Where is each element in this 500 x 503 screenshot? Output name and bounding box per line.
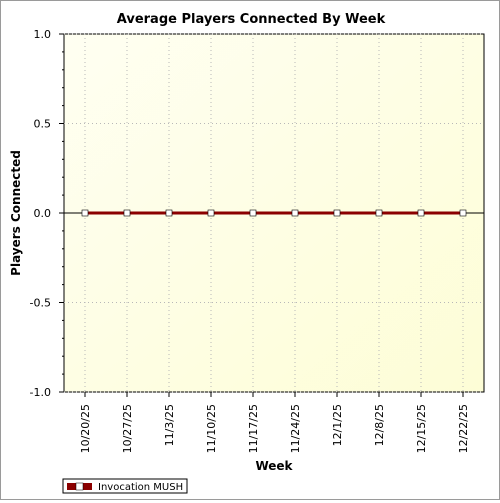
axes: 1.0 0.5 0.0 -0.5 -1.0 10/20/25 10/27/25 11/3/25…: [30, 28, 470, 453]
y-tick-label: 0.5: [34, 118, 52, 131]
data-point: [123, 209, 131, 217]
data-point: [417, 209, 425, 217]
x-tick-label: 10/27/25: [121, 404, 134, 453]
chart-title: Average Players Connected By Week: [117, 12, 386, 27]
data-point: [249, 209, 257, 217]
data-point: [81, 209, 89, 217]
data-point: [333, 209, 341, 217]
legend-marker: [75, 482, 84, 491]
legend-box: [62, 478, 188, 494]
x-tick-label: 12/1/25: [331, 404, 344, 446]
x-tick-label: 12/15/25: [415, 404, 428, 453]
x-tick-label: 12/22/25: [457, 404, 470, 453]
x-tick-label: 11/3/25: [163, 404, 176, 446]
x-tick-label: 12/8/25: [373, 404, 386, 446]
x-tick-label: 11/17/25: [247, 404, 260, 453]
y-tick-label: 1.0: [34, 28, 52, 41]
legend: Invocation MUSH: [62, 478, 188, 494]
y-tick-label: 0.0: [34, 207, 52, 220]
data-point: [459, 209, 467, 217]
legend-label-invocation-mush: Invocation MUSH: [98, 482, 183, 493]
x-tick-label: 11/10/25: [205, 404, 218, 453]
data-point: [291, 209, 299, 217]
y-axis-title: Players Connected: [9, 150, 23, 276]
y-tick-label: -0.5: [30, 297, 51, 310]
series-layer: [81, 209, 467, 217]
x-tick-label: 10/20/25: [79, 404, 92, 453]
data-point: [207, 209, 215, 217]
x-tick-label: 11/24/25: [289, 404, 302, 453]
x-axis-title: Week: [255, 459, 293, 473]
data-point: [375, 209, 383, 217]
data-point: [165, 209, 173, 217]
y-tick-label: -1.0: [30, 386, 51, 399]
